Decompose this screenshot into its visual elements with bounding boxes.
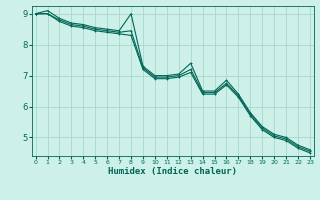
X-axis label: Humidex (Indice chaleur): Humidex (Indice chaleur) (108, 167, 237, 176)
